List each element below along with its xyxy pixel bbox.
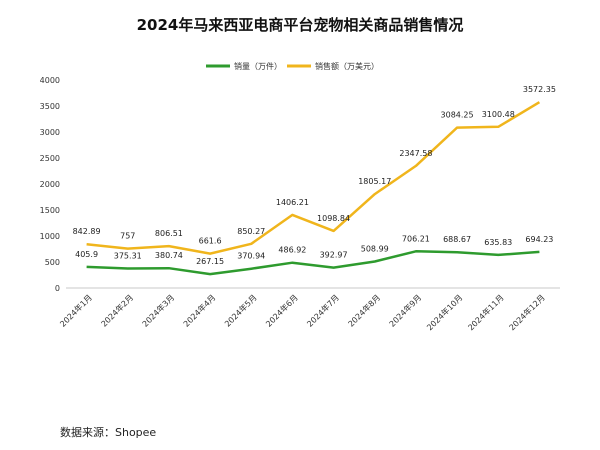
data-label: 375.31 [114, 251, 142, 260]
data-label: 380.74 [155, 251, 183, 260]
data-label: 486.92 [278, 246, 306, 255]
data-label: 3572.35 [523, 85, 556, 94]
x-tick-label: 2024年6月 [263, 292, 299, 328]
x-axis: 2024年1月 2024年2月 2024年3月 2024年4月 2024年5月 2024年… [58, 287, 560, 332]
y-tick-label: 1000 [40, 232, 60, 241]
data-label: 842.89 [73, 227, 101, 236]
y-tick-label: 1500 [40, 206, 60, 215]
data-label: 392.97 [320, 251, 348, 260]
data-label: 850.27 [237, 227, 265, 236]
data-label: 3100.48 [482, 110, 515, 119]
x-tick-label: 2024年10月 [425, 292, 465, 332]
legend-label-0: 销量（万件） [234, 61, 282, 71]
chart-title: 2024年马来西亚电商平台宠物相关商品销售情况 [137, 16, 464, 34]
x-tick-label: 2024年11月 [466, 292, 506, 332]
y-tick-label: 3500 [40, 102, 60, 111]
data-label: 1406.21 [276, 198, 309, 207]
data-label: 706.21 [402, 234, 430, 243]
x-tick-label: 2024年12月 [507, 292, 547, 332]
data-label: 688.67 [443, 235, 471, 244]
y-tick-label: 500 [45, 258, 60, 267]
data-label: 3084.25 [441, 111, 474, 120]
data-label: 694.23 [525, 235, 553, 244]
data-label: 267.15 [196, 257, 224, 266]
data-label: 1805.17 [358, 177, 391, 186]
data-label: 757 [120, 232, 135, 241]
y-tick-label: 0 [55, 284, 60, 293]
x-tick-label: 2024年1月 [58, 292, 94, 328]
y-tick-label: 3000 [40, 128, 60, 137]
x-tick-label: 2024年7月 [305, 292, 341, 328]
x-tick-label: 2024年3月 [140, 292, 176, 328]
series-lines [86, 101, 541, 276]
data-label: 661.6 [199, 237, 222, 246]
series-line-0 [86, 250, 540, 276]
x-tick-label: 2024年4月 [181, 292, 217, 328]
source-note: 数据来源：Shopee [60, 426, 157, 439]
y-tick-label: 4000 [40, 76, 60, 85]
series-line-1 [86, 101, 541, 255]
data-labels: 405.9 375.31 380.74 267.15 370.94 486.92 392.9… [73, 85, 556, 266]
data-label: 806.51 [155, 229, 183, 238]
x-tick-label: 2024年8月 [346, 292, 382, 328]
x-tick-label: 2024年5月 [222, 292, 258, 328]
x-tick-label: 2024年2月 [99, 292, 135, 328]
data-label: 2347.58 [399, 149, 432, 158]
x-tick-label: 2024年9月 [387, 292, 423, 328]
y-axis: 0 500 1000 1500 2000 2500 3000 3500 4000 [40, 76, 60, 293]
data-label: 370.94 [237, 252, 265, 261]
data-label: 405.9 [75, 250, 98, 259]
y-tick-label: 2000 [40, 180, 60, 189]
data-label: 635.83 [484, 238, 512, 247]
data-label: 1098.84 [317, 214, 350, 223]
y-tick-label: 2500 [40, 154, 60, 163]
data-label: 508.99 [361, 245, 389, 254]
legend-label-1: 销售额（万美元） [315, 61, 379, 71]
legend: 销量（万件） 销售额（万美元） [206, 61, 379, 71]
